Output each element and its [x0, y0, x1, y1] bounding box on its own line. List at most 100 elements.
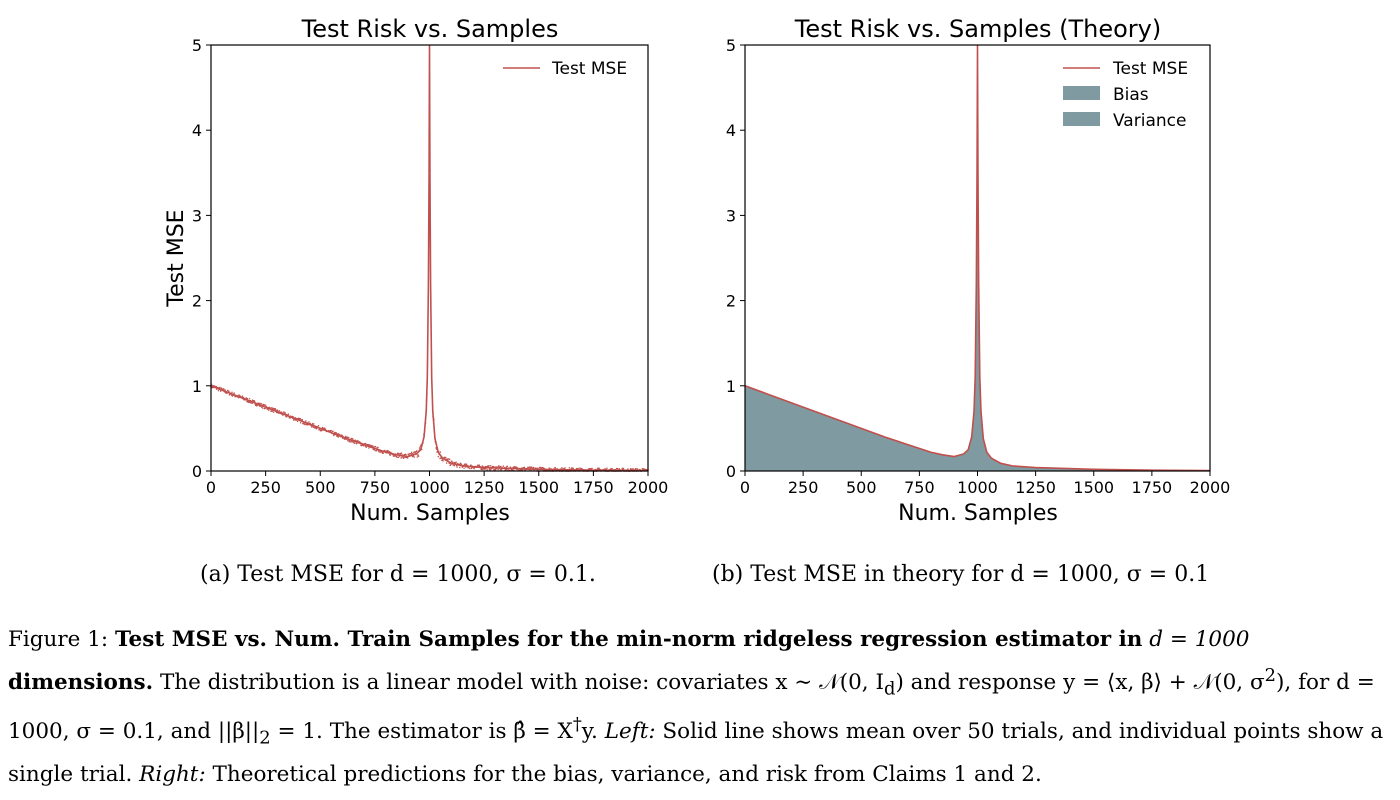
- scatter-point: [219, 387, 221, 389]
- area-variance: [745, 45, 1210, 471]
- scatter-point: [241, 395, 244, 397]
- scatter-point: [410, 453, 412, 455]
- scatter-point: [324, 428, 326, 430]
- scatter-point: [256, 405, 258, 407]
- scatter-point: [215, 385, 217, 388]
- scatter-point: [469, 467, 471, 470]
- scatter-point: [455, 464, 458, 467]
- scatter-point: [554, 467, 557, 469]
- scatter-point: [463, 463, 466, 466]
- scatter-point: [321, 426, 324, 429]
- x-tick-label: 2000: [628, 478, 669, 497]
- scatter-point: [265, 404, 267, 406]
- scatter-point: [618, 468, 620, 470]
- scatter-point: [450, 463, 452, 465]
- scatter-point: [492, 466, 495, 468]
- x-tick-label: 1000: [957, 478, 998, 497]
- scatter-point: [294, 419, 296, 421]
- scatter-point: [347, 439, 349, 441]
- x-tick-label: 2000: [1190, 478, 1231, 497]
- scatter-point: [446, 458, 449, 461]
- series-line-test-mse: [210, 44, 649, 472]
- scatter-point: [489, 469, 491, 471]
- scatter-point: [403, 456, 405, 459]
- x-tick-label: 1500: [1073, 478, 1114, 497]
- scatter-point: [418, 447, 421, 449]
- scatter-point: [488, 465, 490, 467]
- scatter-point: [356, 440, 359, 443]
- scatter-point: [263, 408, 266, 410]
- scatter-point: [212, 384, 214, 387]
- scatter-point: [364, 442, 366, 445]
- caption-text-1: The distribution is a linear model with …: [159, 670, 884, 696]
- scatter-point: [298, 417, 300, 420]
- scatter-point: [537, 467, 539, 469]
- scatter-point: [417, 455, 420, 457]
- subcaption-a: (a) Test MSE for d = 1000, σ = 0.1.: [200, 562, 596, 587]
- scatter-point: [339, 434, 341, 436]
- scatter-point: [373, 449, 376, 451]
- scatter-point: [486, 465, 488, 468]
- x-tick-label: 250: [250, 478, 281, 497]
- x-tick-label: 0: [740, 478, 750, 497]
- scatter-point: [357, 439, 359, 442]
- scatter-point: [374, 446, 377, 448]
- scatter-point: [239, 394, 241, 397]
- scatter-point: [435, 447, 437, 449]
- y-tick-label: 2: [726, 292, 736, 311]
- scatter-point: [355, 442, 358, 445]
- scatter-point: [499, 468, 501, 471]
- y-tick-label: 5: [726, 36, 736, 55]
- scatter-point: [645, 468, 647, 471]
- scatter-point: [368, 444, 370, 446]
- scatter-point: [386, 449, 388, 452]
- scatter-point: [499, 466, 501, 468]
- x-tick-label: 1750: [573, 478, 614, 497]
- series-line-test-mse: [744, 44, 1211, 472]
- scatter-point: [445, 456, 447, 459]
- scatter-point: [470, 464, 472, 466]
- scatter-point: [490, 465, 492, 467]
- scatter-point: [453, 461, 455, 464]
- scatter-point: [529, 466, 532, 468]
- scatter-point: [463, 467, 465, 469]
- scatter-point: [527, 466, 529, 469]
- scatter-point: [332, 430, 334, 433]
- scatter-point: [531, 466, 533, 468]
- scatter-point: [568, 467, 571, 469]
- caption-label: Figure 1:: [8, 627, 109, 652]
- scatter-point: [524, 469, 526, 471]
- scatter-point: [254, 403, 256, 405]
- scatter-point: [316, 427, 318, 429]
- scatter-point: [523, 466, 526, 469]
- scatter-point: [471, 466, 473, 469]
- scatter-point: [480, 468, 482, 470]
- scatter-point: [372, 446, 375, 448]
- scatter-point: [281, 411, 283, 414]
- scatter-point: [264, 407, 266, 409]
- scatter-point: [405, 456, 408, 459]
- scatter-point: [456, 463, 459, 465]
- scatter-point: [293, 418, 295, 420]
- scatter-point: [487, 465, 490, 468]
- scatter-point: [412, 452, 414, 455]
- caption-text-5: y.: [581, 719, 598, 745]
- scatter-point: [611, 468, 613, 470]
- scatter-point: [230, 394, 233, 396]
- scatter-point: [460, 463, 462, 465]
- scatter-point: [564, 467, 566, 469]
- scatter-point: [505, 466, 508, 468]
- scatter-point: [389, 454, 391, 456]
- scatter-point: [581, 468, 583, 470]
- scatter-point: [511, 469, 513, 471]
- plot-left-legend: Test MSE: [503, 59, 627, 79]
- scatter-point: [368, 447, 370, 449]
- y-tick-label: 5: [192, 36, 202, 55]
- scatter-point: [272, 411, 275, 413]
- scatter-point: [436, 451, 438, 453]
- scatter-point: [261, 407, 264, 409]
- scatter-point: [299, 422, 302, 424]
- scatter-point: [419, 445, 422, 448]
- scatter-point: [253, 400, 255, 402]
- scatter-point: [451, 461, 453, 464]
